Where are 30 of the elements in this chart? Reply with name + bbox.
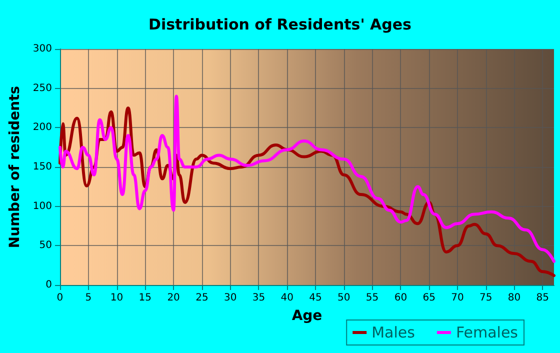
x-tick-label: 45 [309,292,322,304]
x-tick-label: 70 [451,292,464,304]
x-tick-label: 60 [394,292,408,304]
x-tick-label: 40 [280,292,294,304]
x-tick-label: 55 [366,292,379,304]
x-tick-label: 80 [508,292,521,304]
x-tick-label: 20 [167,292,180,304]
y-tick-label: 150 [32,162,52,172]
x-tick-label: 25 [196,292,208,304]
y-axis-title: Number of residents [7,86,23,248]
x-tick-label: 85 [536,292,550,304]
y-tick-label: 300 [32,44,52,54]
y-tick-label: 50 [39,240,52,252]
y-tick-label: 0 [46,280,52,290]
x-tick-label: 30 [224,292,237,304]
legend-label: Males [372,324,416,342]
x-tick-label: 35 [252,292,266,304]
y-tick-label: 200 [32,122,52,134]
chart-title: Distribution of Residents' Ages [148,16,412,34]
x-tick-label: 10 [110,292,124,304]
x-tick-label: 65 [422,292,436,304]
x-tick-label: 50 [338,292,350,304]
y-tick-label: 250 [32,82,52,94]
x-tick-label: 75 [479,292,492,304]
x-tick-label: 0 [56,292,64,304]
x-tick-label: 5 [85,292,92,304]
x-axis-title: Age [292,308,322,324]
x-tick-label: 15 [138,292,152,304]
y-tick-label: 100 [32,200,52,212]
legend-label: Females [456,324,518,342]
